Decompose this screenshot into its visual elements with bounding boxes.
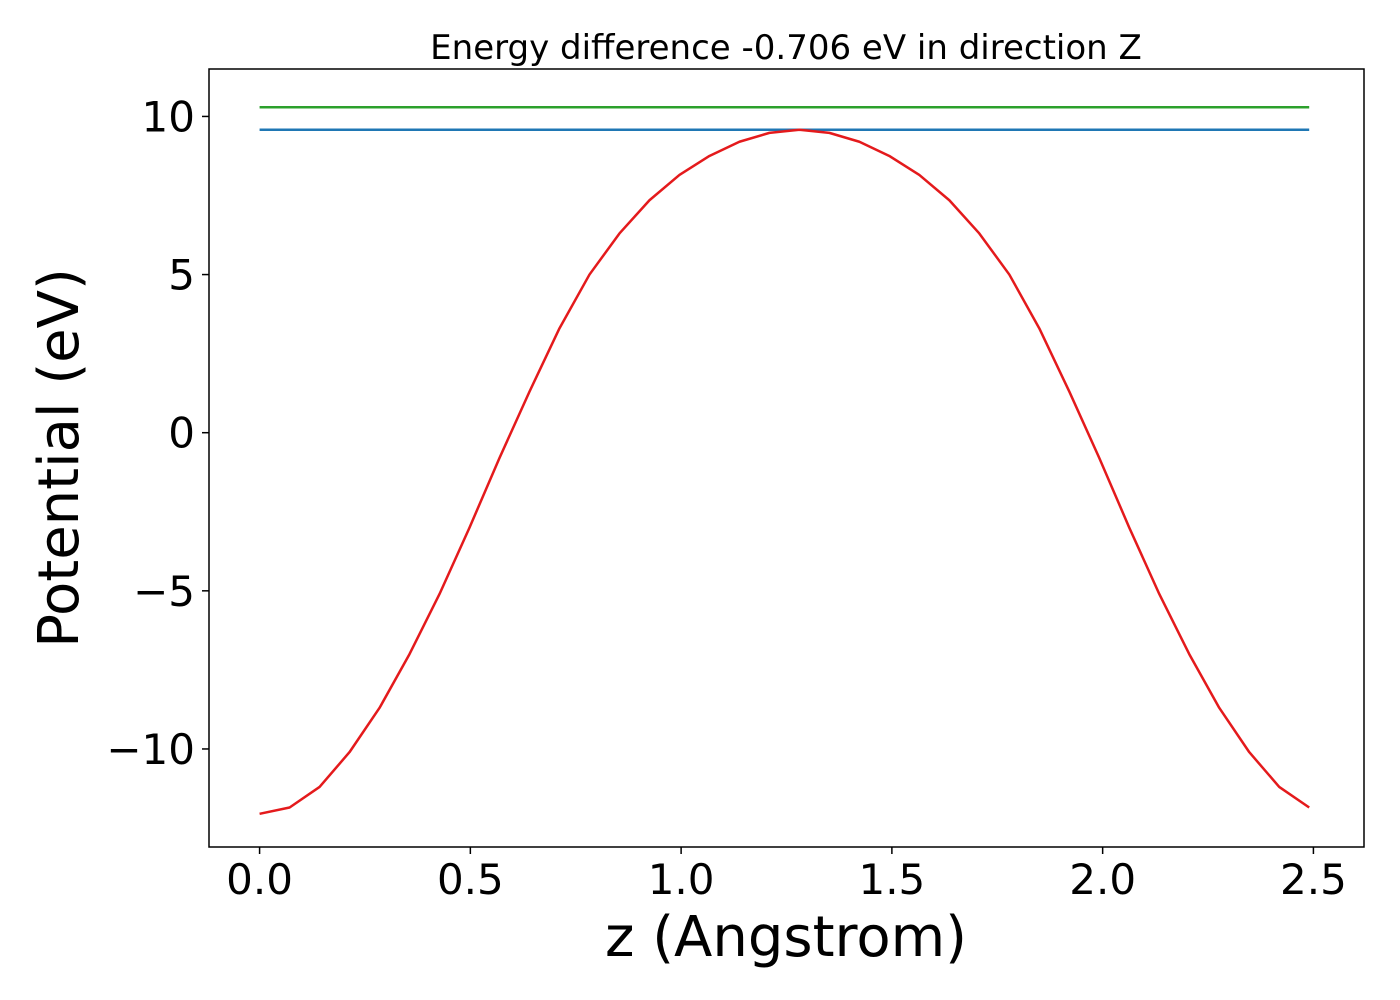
y-tick-label: 0 [168, 409, 195, 458]
x-tick-label: 2.5 [1280, 855, 1347, 904]
x-tick-label: 0.0 [226, 855, 293, 904]
series-line-2 [259, 128, 1310, 816]
x-tick-label: 0.5 [437, 855, 504, 904]
x-axis-label: z (Angstrom) [605, 905, 967, 970]
x-tick-label: 1.0 [648, 855, 715, 904]
series-layer [259, 106, 1310, 816]
x-tick-label: 1.5 [858, 855, 925, 904]
y-axis: −10 −5 0 5 10 [106, 92, 209, 774]
y-tick-label: 5 [168, 251, 195, 300]
y-tick-label: −5 [133, 567, 195, 616]
y-tick-label: −10 [106, 725, 195, 774]
axes-frame [208, 68, 1365, 848]
chart-title: Energy difference -0.706 eV in direction… [430, 28, 1142, 68]
x-axis: 0.0 0.5 1.0 1.5 2.0 2.5 [226, 847, 1347, 904]
x-tick-label: 2.0 [1069, 855, 1136, 904]
y-axis-label: Potential (eV) [27, 268, 92, 648]
y-tick-label: 10 [142, 92, 195, 141]
